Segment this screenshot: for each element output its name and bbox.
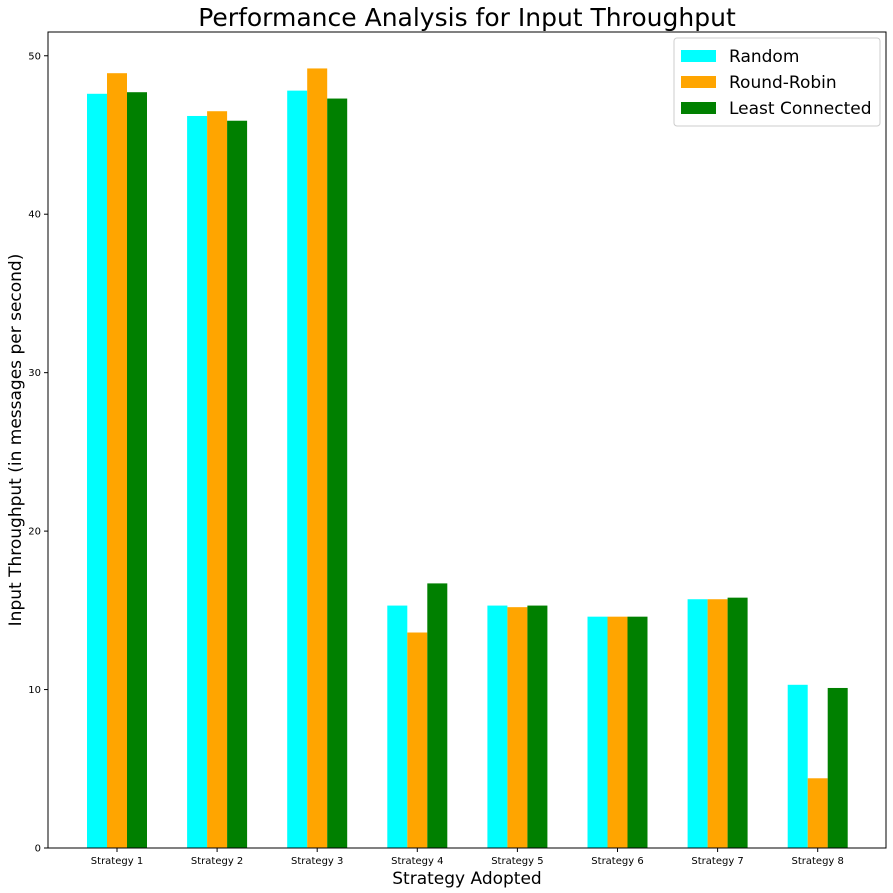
y-axis: 0 10 20 30 40 50 [28,51,48,855]
legend-frame [673,37,881,127]
bar-random-1 [87,93,107,848]
y-axis-label: Input Throughput (in messages per second… [6,254,26,627]
bar-least-connected-4 [427,583,448,848]
legend-items: Random Round-Robin Least Connected [681,47,872,119]
bar-round-robin-1 [107,73,127,849]
bar-round-robin-8 [807,778,828,848]
bar-least-connected-2 [227,120,248,848]
legend-label-round-robin: Round-Robin [729,73,837,93]
x-tick-label: Strategy 4 [391,856,443,867]
y-tick-label: 50 [28,51,41,62]
bar-least-connected-5 [527,605,548,848]
bar-least-connected-3 [327,98,348,849]
bar-random-3 [287,90,308,848]
chart-title: Performance Analysis for Input Throughpu… [198,3,736,32]
bar-random-8 [787,684,808,848]
bar-round-robin-5 [507,607,528,848]
bar-random-5 [487,605,508,848]
bar-least-connected-6 [627,616,648,848]
bar-round-robin-6 [607,616,628,848]
bar-least-connected-8 [827,687,848,848]
legend-swatch-random [681,50,716,62]
x-tick-label: Strategy 5 [491,856,543,867]
legend-label-least-connected: Least Connected [729,99,872,119]
bar-round-robin-3 [307,68,328,848]
x-axis: Strategy 1 Strategy 2 Strategy 3 Strategy 4… [91,848,844,867]
bar-random-6 [587,616,608,848]
x-tick-label: Strategy 8 [792,856,844,867]
bar-random-4 [387,605,408,848]
x-tick-label: Strategy 6 [591,856,643,867]
bar-round-robin-4 [407,632,428,848]
plot-area-frame [47,31,887,849]
bar-least-connected-1 [127,92,147,848]
bar-random-7 [687,599,708,848]
x-tick-label: Strategy 1 [91,856,143,867]
legend-label-random: Random [729,47,799,67]
bars-layer [87,68,848,849]
bar-random-2 [187,115,208,849]
bar-least-connected-7 [727,597,748,848]
legend-swatch-least-connected [681,102,716,114]
x-tick-label: Strategy 2 [191,856,243,867]
y-tick-label: 30 [28,368,41,379]
legend-swatch-round-robin [681,76,716,88]
x-tick-label: Strategy 3 [291,856,343,867]
x-tick-label: Strategy 7 [691,856,743,867]
y-tick-label: 40 [28,210,41,221]
legend: Random Round-Robin Least Connected [673,37,881,127]
x-axis-label: Strategy Adopted [392,869,541,889]
y-tick-label: 10 [28,685,41,696]
y-tick-label: 0 [35,844,41,855]
bar-round-robin-2 [207,111,228,849]
bar-round-robin-7 [707,599,728,848]
y-tick-label: 20 [28,527,41,538]
